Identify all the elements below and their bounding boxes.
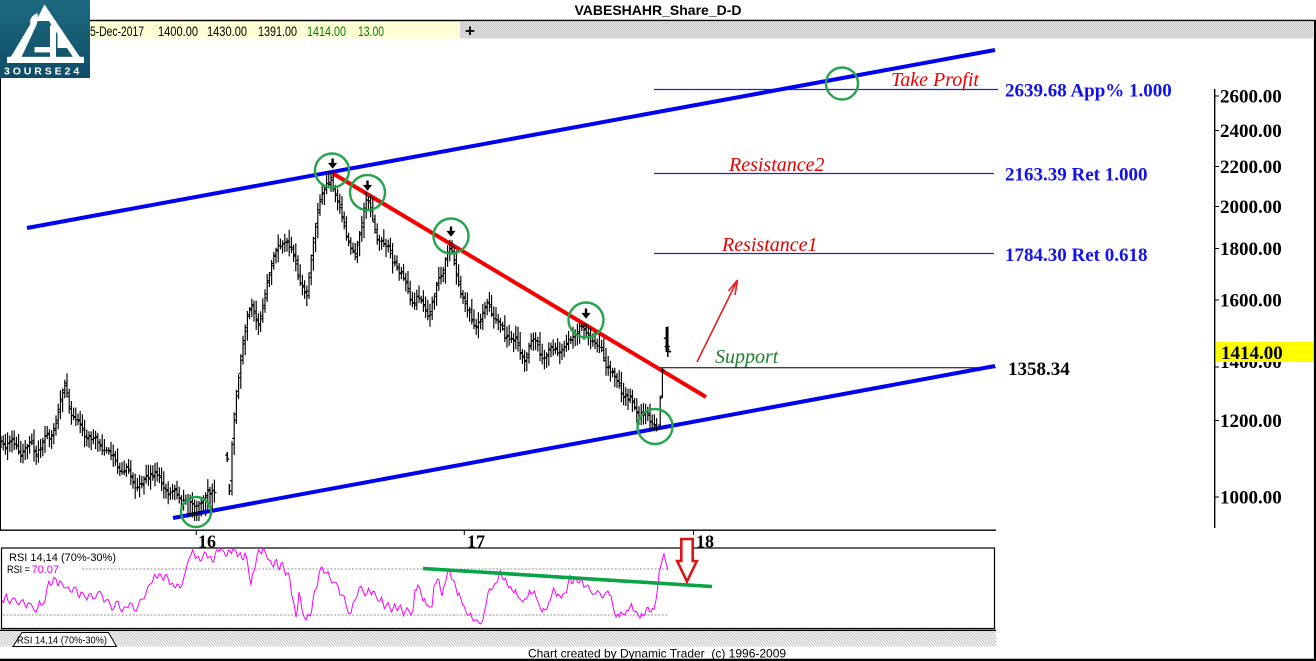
svg-text:2600.00: 2600.00 bbox=[1220, 87, 1282, 108]
svg-text:1400.00: 1400.00 bbox=[158, 23, 198, 39]
svg-text:RSI =: RSI = bbox=[7, 564, 30, 576]
svg-text:1200.00: 1200.00 bbox=[1220, 411, 1282, 432]
svg-text:70.07: 70.07 bbox=[32, 564, 60, 576]
svg-text:1414.00: 1414.00 bbox=[307, 23, 346, 39]
svg-text:1430.00: 1430.00 bbox=[207, 23, 247, 39]
svg-text:Resistance2: Resistance2 bbox=[728, 154, 825, 176]
svg-text:1414.00: 1414.00 bbox=[1221, 343, 1283, 364]
svg-text:2163.39 Ret 1.000: 2163.39 Ret 1.000 bbox=[1005, 165, 1147, 186]
svg-text:1600.00: 1600.00 bbox=[1220, 291, 1282, 312]
svg-text:RSI 14,14 (70%-30%): RSI 14,14 (70%-30%) bbox=[17, 635, 107, 647]
svg-text:2200.00: 2200.00 bbox=[1220, 157, 1282, 178]
svg-text:16: 16 bbox=[198, 532, 216, 552]
svg-text:+: + bbox=[465, 22, 475, 41]
svg-text:5-Dec-2017: 5-Dec-2017 bbox=[90, 23, 144, 39]
svg-text:RSI 14,14 (70%-30%): RSI 14,14 (70%-30%) bbox=[9, 552, 116, 564]
svg-text:18: 18 bbox=[696, 532, 714, 552]
svg-text:2639.68 App% 1.000: 2639.68 App% 1.000 bbox=[1005, 81, 1172, 102]
svg-text:Resistance1: Resistance1 bbox=[721, 234, 818, 256]
svg-text:Support: Support bbox=[715, 346, 779, 368]
svg-text:VABESHAHR_Share_D-D: VABESHAHR_Share_D-D bbox=[574, 2, 741, 18]
svg-text:1358.34: 1358.34 bbox=[1008, 359, 1070, 380]
svg-text:2000.00: 2000.00 bbox=[1220, 197, 1282, 218]
svg-text:Take Profit: Take Profit bbox=[891, 69, 979, 91]
svg-text:3OURSE24: 3OURSE24 bbox=[4, 66, 82, 78]
svg-text:2400.00: 2400.00 bbox=[1220, 121, 1282, 142]
svg-text:1391.00: 1391.00 bbox=[258, 23, 297, 39]
svg-text:1000.00: 1000.00 bbox=[1220, 488, 1282, 509]
svg-text:1784.30 Ret 0.618: 1784.30 Ret 0.618 bbox=[1005, 245, 1147, 266]
svg-text:17: 17 bbox=[467, 532, 485, 552]
svg-text:13.00: 13.00 bbox=[358, 23, 384, 39]
svg-text:1800.00: 1800.00 bbox=[1220, 239, 1282, 260]
svg-text:Chart created by Dynamic Trade: Chart created by Dynamic Trader (c) 1996… bbox=[528, 647, 786, 661]
